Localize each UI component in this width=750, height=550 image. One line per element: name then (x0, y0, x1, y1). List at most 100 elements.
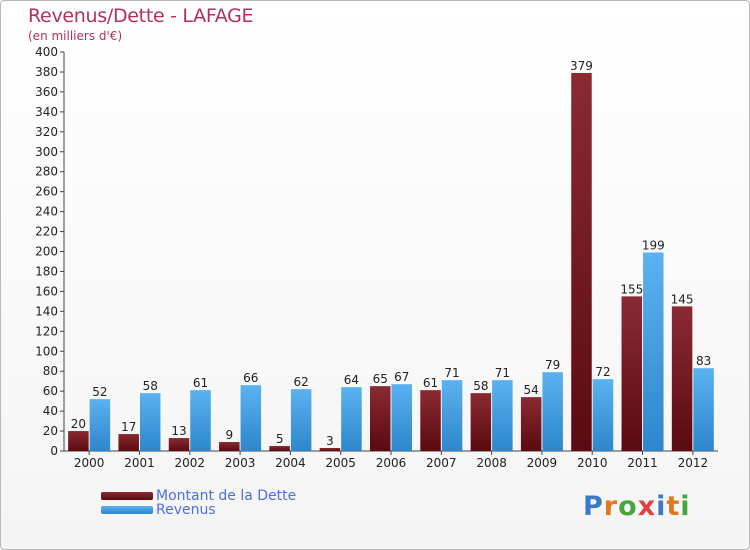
logo-letter: i (680, 491, 691, 522)
x-tick-label: 2007 (426, 456, 457, 470)
bar-revenus (89, 399, 111, 451)
data-label-debt: 65 (373, 372, 388, 386)
data-label-debt: 155 (620, 282, 643, 296)
x-tick-label: 2001 (124, 456, 155, 470)
legend-label-debt: Montant de la Dette (156, 488, 297, 504)
y-tick-label: 20 (43, 424, 58, 438)
x-tick-label: 2012 (678, 456, 709, 470)
data-label-revenus: 79 (545, 358, 560, 372)
y-tick-label: 160 (35, 284, 58, 298)
x-tick-label: 2003 (225, 456, 256, 470)
logo-letter: t (666, 491, 681, 522)
data-label-debt: 13 (171, 424, 186, 438)
data-label-revenus: 66 (243, 371, 258, 385)
legend-item-debt: Montant de la Dette (101, 488, 296, 504)
data-label-debt: 3 (326, 434, 334, 448)
bar-revenus (341, 387, 362, 451)
bar-debt (520, 397, 542, 451)
bar-revenus (693, 368, 714, 451)
bar-revenus (240, 385, 262, 451)
bar-debt (470, 393, 492, 451)
y-tick-label: 220 (35, 225, 58, 239)
data-label-revenus: 72 (595, 365, 610, 379)
y-tick-label: 340 (35, 105, 58, 119)
x-tick-label: 2010 (577, 456, 608, 470)
bar-debt (269, 446, 290, 451)
data-label-debt: 5 (276, 432, 284, 446)
x-tick-label: 2009 (527, 456, 558, 470)
proxiti-logo: Proxiti (583, 491, 691, 522)
bar-revenus (542, 372, 563, 451)
x-tick-label: 2008 (476, 456, 507, 470)
legend-swatch-debt (101, 492, 153, 500)
bar-debt (621, 296, 643, 451)
data-label-debt: 61 (423, 376, 438, 390)
y-tick-label: 140 (35, 304, 58, 318)
data-label-debt: 54 (524, 383, 539, 397)
bar-debt (68, 431, 89, 451)
legend-swatch-revenus (101, 506, 153, 514)
bar-revenus (643, 252, 664, 451)
bar-debt (671, 306, 693, 451)
data-label-debt: 145 (671, 292, 694, 306)
legend-label-revenus: Revenus (156, 502, 216, 518)
y-tick-label: 200 (35, 245, 58, 259)
data-label-revenus: 71 (444, 366, 459, 380)
y-tick-label: 180 (35, 264, 58, 278)
y-tick-label: 300 (35, 145, 58, 159)
y-tick-label: 60 (43, 384, 58, 398)
data-label-revenus: 83 (696, 354, 711, 368)
bar-debt (168, 438, 190, 451)
data-label-revenus: 62 (293, 375, 308, 389)
bar-debt (370, 386, 391, 451)
bar-debt (420, 390, 441, 451)
y-tick-label: 360 (35, 85, 58, 99)
bar-debt (319, 448, 341, 451)
data-label-revenus: 199 (642, 238, 665, 252)
bar-revenus (190, 390, 211, 451)
y-tick-label: 240 (35, 205, 58, 219)
x-tick-label: 2004 (275, 456, 306, 470)
x-tick-label: 2000 (74, 456, 105, 470)
data-label-debt: 9 (226, 428, 234, 442)
x-tick-label: 2005 (325, 456, 356, 470)
legend-item-revenus: Revenus (101, 502, 216, 518)
logo-letter: i (656, 491, 667, 522)
data-label-revenus: 58 (143, 379, 158, 393)
data-label-revenus: 52 (92, 385, 107, 399)
y-tick-label: 120 (35, 324, 58, 338)
logo-letter: x (637, 491, 657, 522)
logo-letter: P (583, 491, 604, 522)
y-tick-label: 0 (50, 444, 58, 458)
x-tick-label: 2011 (627, 456, 658, 470)
data-label-revenus: 67 (394, 370, 409, 384)
data-label-debt: 17 (121, 420, 136, 434)
data-label-debt: 20 (71, 417, 86, 431)
bar-debt (219, 442, 240, 451)
data-label-revenus: 61 (193, 376, 208, 390)
bar-revenus (139, 393, 161, 451)
logo-letter: o (618, 491, 638, 522)
bar-revenus (290, 389, 312, 451)
bar-debt (118, 434, 139, 451)
bar-revenus (391, 384, 412, 451)
y-tick-label: 80 (43, 364, 58, 378)
x-tick-label: 2006 (376, 456, 407, 470)
bar-revenus (592, 379, 614, 451)
data-label-debt: 379 (570, 59, 593, 73)
bar-debt (571, 72, 592, 451)
data-label-revenus: 64 (344, 373, 359, 387)
x-tick-label: 2002 (174, 456, 205, 470)
data-label-debt: 58 (473, 379, 488, 393)
y-tick-label: 320 (35, 125, 58, 139)
bar-revenus (441, 380, 463, 451)
y-tick-label: 380 (35, 65, 58, 79)
bar-revenus (492, 380, 513, 451)
chart-title: Revenus/Dette - LAFAGE (28, 5, 254, 27)
y-tick-label: 280 (35, 165, 58, 179)
logo-letter: r (603, 491, 619, 522)
data-label-revenus: 71 (495, 366, 510, 380)
y-tick-label: 260 (35, 185, 58, 199)
